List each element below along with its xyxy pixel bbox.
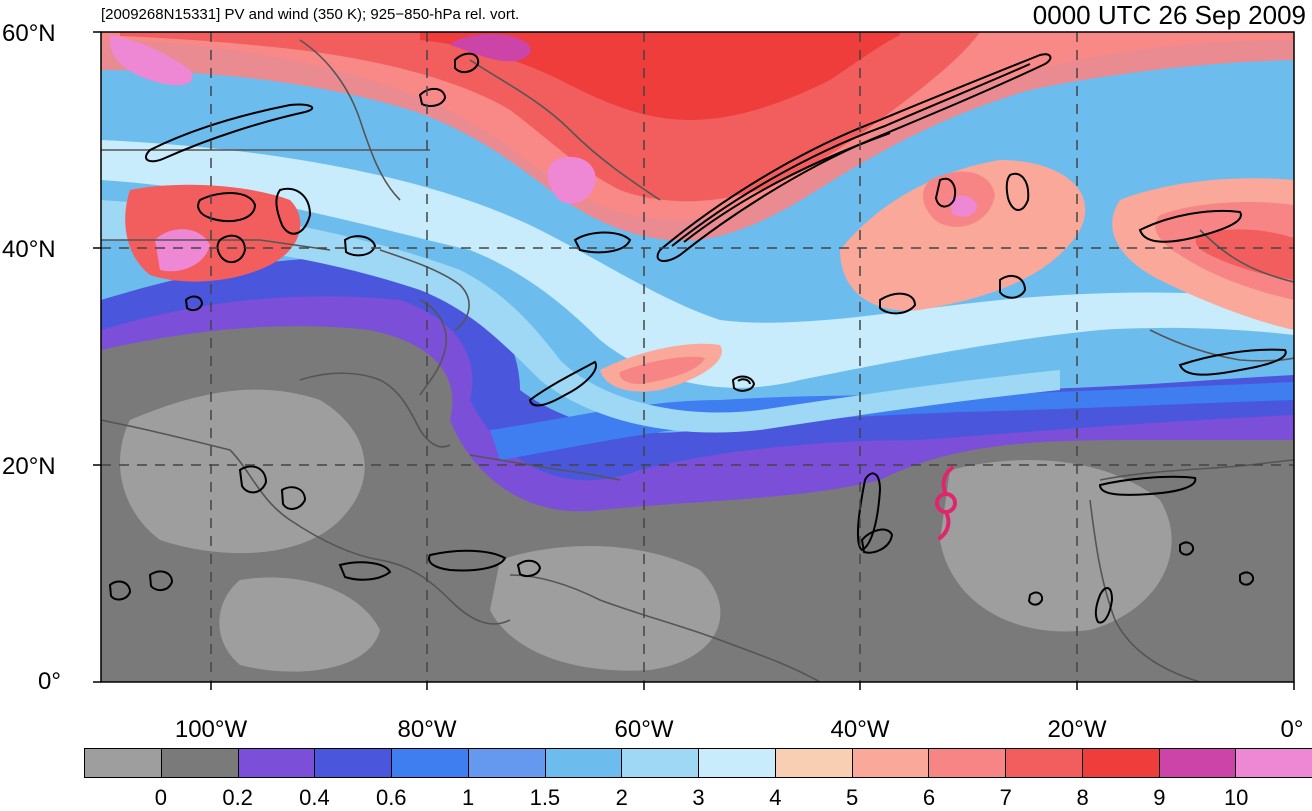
lon-label-40w: 40°W: [830, 716, 890, 743]
colorbar-tick-label: 3: [692, 785, 705, 810]
colorbar-swatch: [392, 749, 469, 777]
graticule: [101, 32, 1294, 682]
colorbar-swatch: [622, 749, 699, 777]
colorbar-tick-label: 10: [1223, 785, 1249, 810]
colorbar-swatch: [238, 749, 316, 777]
colorbar-swatch: [775, 749, 853, 777]
colorbar-tick-label: 0.2: [222, 785, 253, 810]
colorbar-swatch: [161, 749, 239, 777]
lon-label-0: 0°: [1280, 716, 1304, 743]
lon-label-100w: 100°W: [174, 716, 248, 743]
colorbar-swatch: [1006, 749, 1083, 777]
colorbar-tick-label: 6: [922, 785, 936, 810]
lat-label-equator: 0°: [38, 668, 61, 695]
lon-label-80w: 80°W: [397, 716, 457, 743]
colorbar-swatch: [852, 749, 930, 777]
colorbar-tick-label: 0.4: [299, 785, 330, 810]
lon-label-60w: 60°W: [614, 716, 674, 743]
colorbar-tick-label: 1.5: [529, 785, 561, 810]
colorbar-swatch: [545, 749, 623, 777]
colorbar-swatch: [1082, 749, 1160, 777]
colorbar-swatch: [85, 749, 162, 777]
colorbar-tick-label: 0: [154, 785, 167, 810]
colorbar-swatch: [1236, 749, 1312, 777]
lat-label-60n: 60°N: [2, 20, 56, 47]
colorbar-swatch: [699, 749, 776, 777]
map-frame: [93, 31, 1295, 690]
colorbar-swatch: [315, 749, 392, 777]
pv-colorbar: [84, 748, 1312, 778]
colorbar-tick-label: 1: [461, 785, 475, 810]
colorbar-tick-label: 2: [615, 785, 628, 810]
colorbar-tick-label: 4: [769, 785, 782, 810]
colorbar-tick-label: 5: [846, 785, 859, 810]
lat-label-20n: 20°N: [2, 453, 56, 480]
lon-label-20w: 20°W: [1047, 716, 1107, 743]
colorbar-tick-label: 0.6: [375, 785, 407, 810]
colorbar-tick-label: 7: [999, 785, 1012, 810]
valid-time: 0000 UTC 26 Sep 2009: [1032, 0, 1306, 30]
colorbar-swatch: [929, 749, 1006, 777]
colorbar-tick-label: 9: [1153, 785, 1166, 810]
colorbar-swatch: [1159, 749, 1237, 777]
tropical-cyclone-icon: [935, 466, 957, 540]
pv-wind-map: [93, 31, 1295, 690]
lat-label-40n: 40°N: [2, 236, 56, 263]
map-title: [2009268N15331] PV and wind (350 K); 925…: [101, 6, 520, 23]
coastlines: [101, 39, 1294, 682]
pv-field: [101, 32, 1294, 682]
colorbar-swatch: [468, 749, 546, 777]
colorbar-tick-label: 8: [1076, 785, 1089, 810]
